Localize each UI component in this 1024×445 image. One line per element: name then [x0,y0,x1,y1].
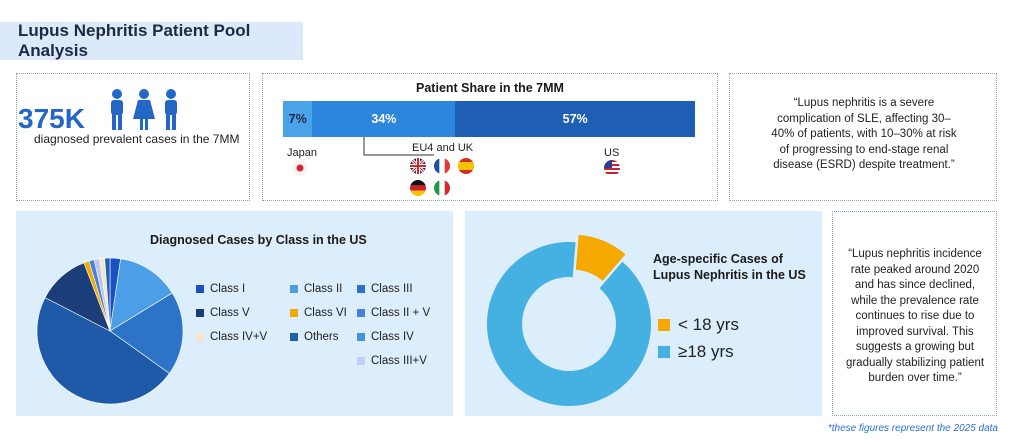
quote-panel-2 [832,211,997,416]
age-chart-title: Age-specific Cases of Lupus Nephritis in… [653,252,806,282]
japan-flag-icon [292,160,308,176]
legend-swatch [196,285,204,293]
class-legend-item-class-i: Class I [196,283,245,295]
class-pie-chart [36,257,184,405]
age-legend-under18: < 18 yrs [658,315,739,335]
legend-label: Class II + V [371,307,431,319]
age-legend-swatch-18plus [658,346,670,358]
quote-panel-1 [729,73,997,201]
legend-label: Others [304,331,339,343]
share-label-eu4-uk: 34% [371,112,397,126]
class-legend-item-class-iv: Class IV [357,331,414,343]
legend-swatch [196,309,204,317]
footnote: *these figures represent the 2025 data [827,423,998,434]
legend-swatch [357,309,365,317]
legend-swatch [196,333,204,341]
share-bar-eu4-uk: 34% [312,101,456,137]
germany-flag-icon [410,180,426,196]
class-legend-item-class-iii: Class III [357,283,413,295]
prevalence-caption: diagnosed prevalent cases in the 7MM [34,132,240,146]
share-bar-us: 57% [455,101,695,137]
uk-flag-icon [410,158,426,174]
share-bar-japan: 7% [283,101,313,137]
class-pie-slice-class-ii [109,258,173,332]
quote-text-2: “Lupus nephritis incidence rate peaked a… [845,248,985,384]
page-title: Lupus Nephritis Patient Pool Analysis [18,21,251,60]
legend-swatch [357,357,365,365]
legend-swatch [357,285,365,293]
legend-swatch [290,285,298,293]
age-donut-chart [487,234,651,406]
class-chart-title: Diagnosed Cases by Class in the US [150,233,367,247]
people-icon [111,89,177,130]
class-legend-item-class-ii-v: Class II + V [357,307,430,319]
age-legend-label-under18: < 18 yrs [678,315,739,334]
france-flag-icon [434,158,450,174]
class-legend-item-others: Others [290,331,339,343]
legend-label: Class VI [304,307,347,319]
quote-text-1: “Lupus nephritis is a severe complicatio… [771,97,957,171]
legend-label: Class I [210,283,246,295]
class-legend-item-class-vi: Class VI [290,307,347,319]
legend-swatch [290,309,298,317]
legend-label: Class III [371,283,413,295]
italy-flag-icon [434,180,450,196]
prevalence-panel [16,73,250,201]
class-legend-item-class-iii-v: Class III+V [357,355,427,367]
region-japan: Japan [287,147,317,159]
age-legend-swatch-under18 [658,319,670,331]
donut-slice-under18 [575,234,626,281]
share-label-us: 57% [562,112,588,126]
age-legend-label-18plus: ≥18 yrs [678,342,734,361]
class-pie-slice-others [104,257,111,332]
class-pie-slice-class-iv [36,297,170,405]
legend-label: Class IV [371,331,414,343]
legend-label: Class IV+V [210,331,268,343]
page-title-box: Lupus Nephritis Patient Pool Analysis [0,21,303,60]
region-eu4-uk: EU4 and UK [412,142,474,154]
eu-connector [363,137,434,156]
class-pie-slice-class-iii [109,292,184,374]
legend-label: Class II [304,283,343,295]
share-title: Patient Share in the 7MM [416,81,564,95]
age-legend-18plus: ≥18 yrs [658,342,734,362]
donut-slice-18plus [487,242,651,406]
legend-swatch [357,333,365,341]
class-legend-item-class-ii: Class II [290,283,342,295]
class-legend-item-class-v: Class V [196,307,250,319]
legend-label: Class III+V [371,355,427,367]
patient-share-panel [262,73,718,201]
region-us: US [604,147,620,159]
share-label-japan: 7% [288,112,307,126]
class-legend-item-class-iv-v: Class IV+V [196,331,267,343]
prevalence-value: 375K [18,103,85,134]
legend-swatch [290,333,298,341]
us-flag-icon [604,160,620,176]
spain-flag-icon [458,158,474,174]
legend-label: Class V [210,307,250,319]
